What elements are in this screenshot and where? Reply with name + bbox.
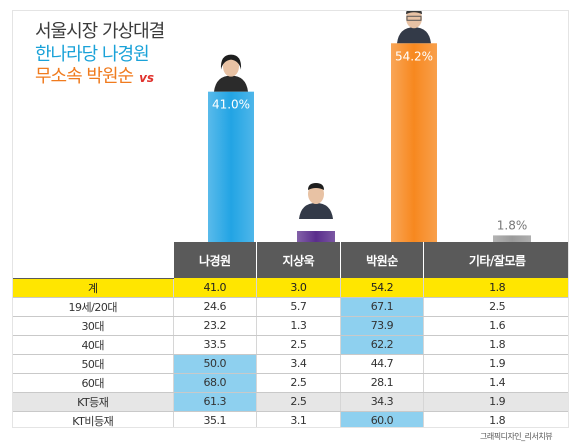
bar-value-label: 54.2% (395, 49, 433, 63)
table-row: 30대 23.2 1.3 73.9 1.6 (13, 316, 568, 336)
table-cell: 50.0 (172, 354, 257, 374)
table-cell: 3.4 (256, 354, 341, 374)
table-cell: 35.1 (172, 411, 257, 427)
results-table: 나경원 지상욱 박원순 기타/잘모름 계 41.0 3.0 54.2 1.8 19세/20… (13, 242, 568, 427)
table-cell: 68.0 (172, 373, 257, 393)
table-cell: 67.1 (339, 297, 424, 317)
vs-label: vs (139, 71, 155, 85)
title-block: 서울시장 가상대결 한나라당 나경원 무소속 박원순 vs (35, 21, 165, 89)
table-header-cell: 지상욱 (256, 242, 341, 278)
row-label: 50대 (13, 354, 173, 374)
table-cell: 1.3 (256, 316, 341, 336)
table-cell: 34.3 (339, 392, 424, 412)
candidate-photo (298, 179, 334, 219)
row-label: 19세/20대 (13, 297, 173, 317)
table-cell: 2.5 (423, 297, 568, 317)
table-cell: 62.2 (339, 335, 424, 355)
table-cell: 23.2 (172, 316, 257, 336)
title-line-3: 무소속 박원순 (35, 66, 134, 87)
table-cell: 1.4 (423, 373, 568, 393)
bar-value-label: 41.0% (212, 98, 250, 112)
credit-text: 그래픽디자인_리서치뷰 (480, 432, 553, 441)
table-cell: 3.1 (256, 411, 341, 427)
table-header-cell: 기타/잘모름 (423, 242, 568, 278)
table-cell: 44.7 (339, 354, 424, 374)
table-cell: 41.0 (172, 278, 257, 298)
table-cell: 2.5 (256, 335, 341, 355)
row-label: KT비등재 (13, 411, 173, 427)
table-header-cell: 나경원 (172, 242, 257, 278)
table-cell: 61.3 (172, 392, 257, 412)
table-header-row: 나경원 지상욱 박원순 기타/잘모름 (13, 242, 568, 279)
table-corner (13, 242, 173, 279)
candidate-photo (397, 11, 431, 44)
candidate-photo (214, 54, 248, 92)
table-row: 40대 33.5 2.5 62.2 1.8 (13, 335, 568, 355)
row-label: 40대 (13, 335, 173, 355)
title-line-1: 서울시장 가상대결 (35, 21, 165, 42)
bar-2 (391, 43, 437, 242)
table-cell: 28.1 (339, 373, 424, 393)
table-cell: 5.7 (256, 297, 341, 317)
table-cell: 24.6 (172, 297, 257, 317)
table-cell: 1.9 (423, 392, 568, 412)
bar-1 (297, 231, 335, 242)
table-cell: 60.0 (339, 411, 424, 427)
table-cell: 1.8 (423, 278, 568, 298)
table-header-cell: 박원순 (339, 242, 424, 278)
table-cell: 33.5 (172, 335, 257, 355)
row-label: 계 (13, 278, 173, 298)
table-row: 계 41.0 3.0 54.2 1.8 (13, 278, 568, 298)
table-row: KT등재 61.3 2.5 34.3 1.9 (13, 392, 568, 412)
row-label: KT등재 (13, 392, 173, 412)
row-label: 30대 (13, 316, 173, 336)
table-cell: 2.5 (256, 392, 341, 412)
table-cell: 1.8 (423, 411, 568, 427)
bar-0 (208, 91, 254, 242)
table-cell: 2.5 (256, 373, 341, 393)
row-label: 60대 (13, 373, 173, 393)
table-row: 50대 50.0 3.4 44.7 1.9 (13, 354, 568, 374)
table-row: 60대 68.0 2.5 28.1 1.4 (13, 373, 568, 393)
chart-frame: 서울시장 가상대결 한나라당 나경원 무소속 박원순 vs 41.0% 3.0% 54… (12, 10, 569, 428)
table-cell: 1.8 (423, 335, 568, 355)
bar-value-label: 1.8% (497, 218, 528, 232)
table-row: 19세/20대 24.6 5.7 67.1 2.5 (13, 297, 568, 317)
table-cell: 54.2 (339, 278, 424, 298)
table-cell: 1.9 (423, 354, 568, 374)
table-cell: 3.0 (256, 278, 341, 298)
bar-3 (493, 235, 531, 242)
title-line-2: 한나라당 나경원 (35, 43, 150, 65)
table-row: KT비등재 35.1 3.1 60.0 1.8 (13, 411, 568, 427)
table-cell: 1.6 (423, 316, 568, 336)
table-cell: 73.9 (339, 316, 424, 336)
bar-chart: 41.0%3.0%54.2%1.8% (208, 11, 531, 242)
